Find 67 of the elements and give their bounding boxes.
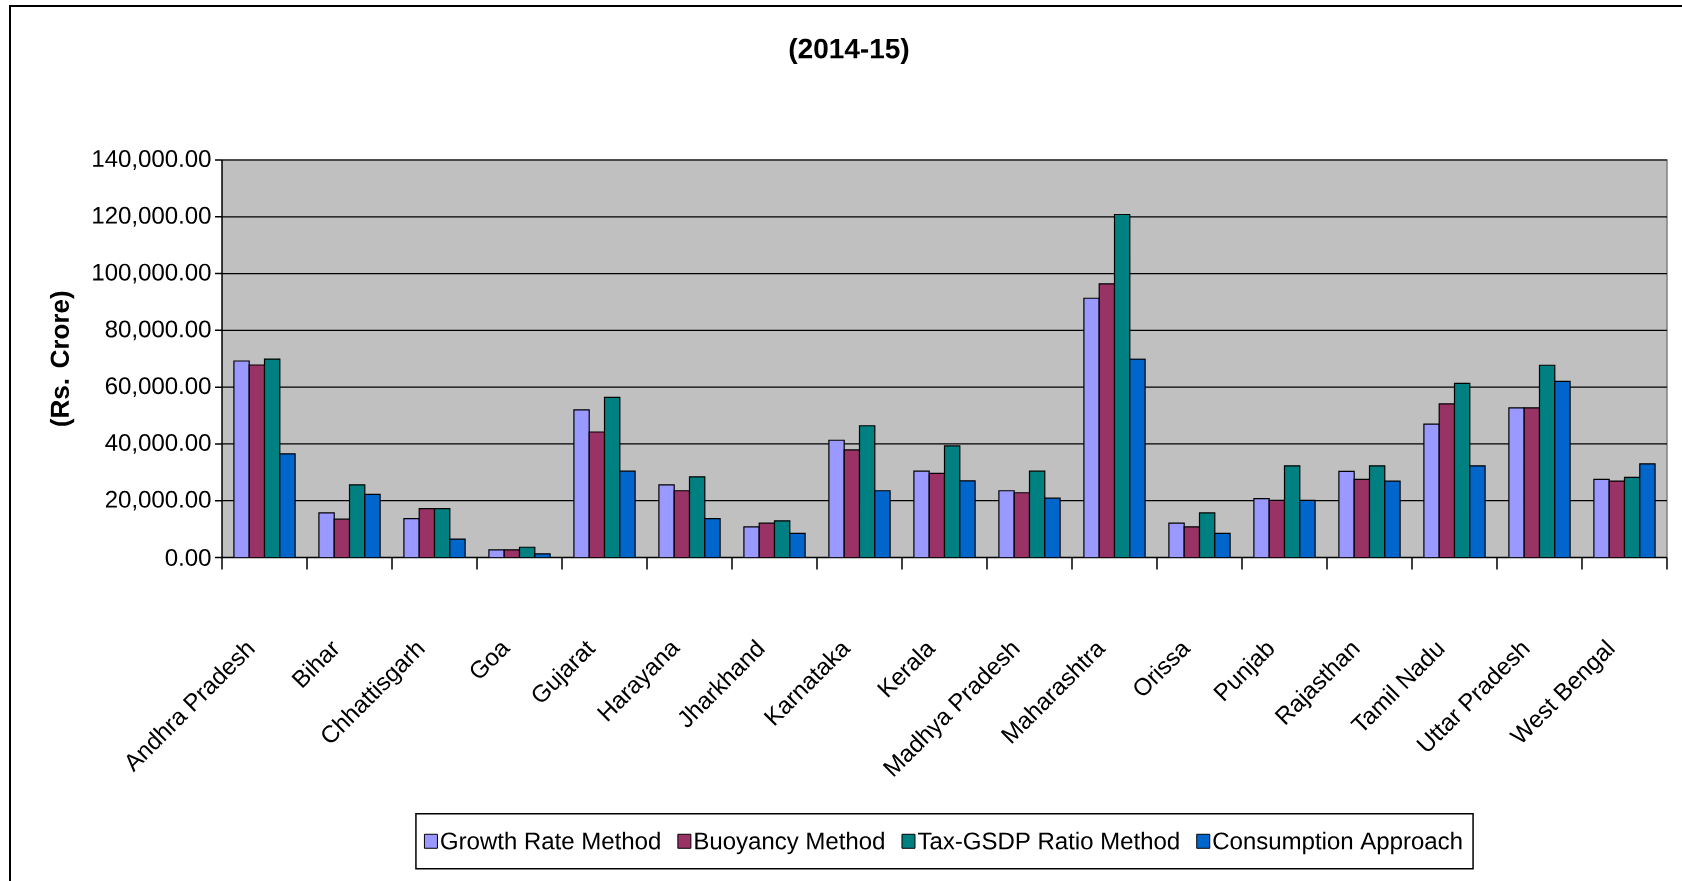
bar xyxy=(658,484,675,558)
bar xyxy=(1368,465,1386,558)
bar xyxy=(1384,480,1401,558)
bar xyxy=(1299,499,1316,558)
bar xyxy=(279,453,296,558)
bar xyxy=(603,396,621,558)
y-tick-label: 140,000.00 xyxy=(93,150,211,170)
bar xyxy=(928,472,946,558)
bar xyxy=(248,364,266,558)
bar xyxy=(1623,476,1641,558)
bar xyxy=(1268,499,1286,558)
x-tick-label: Goa xyxy=(470,643,511,678)
bar xyxy=(1253,498,1270,558)
bar xyxy=(688,476,706,558)
bar xyxy=(1283,465,1301,558)
bar xyxy=(1098,283,1116,558)
y-tick-label: 100,000.00 xyxy=(93,263,211,284)
bar xyxy=(743,526,760,558)
bar xyxy=(348,484,366,558)
bar xyxy=(1183,526,1201,558)
bar xyxy=(828,439,845,558)
bar xyxy=(1113,213,1131,558)
bar xyxy=(1423,423,1440,558)
y-axis-title: (Rs. Crore) xyxy=(49,291,75,426)
bar xyxy=(1353,478,1371,558)
bar xyxy=(959,480,976,558)
bar xyxy=(1538,364,1556,558)
y-tick-label: 0.00 xyxy=(165,549,211,566)
bar xyxy=(998,490,1015,558)
bar xyxy=(913,470,930,558)
bar xyxy=(263,358,281,558)
y-tick-label: 20,000.00 xyxy=(105,490,211,511)
legend-label: Consumption Approach xyxy=(1213,831,1462,855)
bar xyxy=(1453,382,1471,558)
legend-label: Growth Rate Method xyxy=(441,831,660,850)
bar xyxy=(1338,470,1355,558)
bar xyxy=(433,508,451,558)
legend-label: Buoyancy Method xyxy=(695,831,884,855)
bar xyxy=(364,493,381,558)
bar xyxy=(573,409,590,558)
bar xyxy=(1013,492,1031,558)
bar xyxy=(1129,358,1146,558)
bar xyxy=(1438,403,1456,558)
bar xyxy=(418,508,436,558)
bar xyxy=(673,490,691,558)
bar xyxy=(1083,297,1100,558)
legend-label: Tax-GSDP Ratio Method xyxy=(918,831,1179,850)
bar xyxy=(588,431,606,558)
y-tick-label: 120,000.00 xyxy=(93,206,211,227)
bar xyxy=(874,490,891,558)
bar xyxy=(619,470,636,558)
bar xyxy=(1639,463,1656,558)
bar xyxy=(943,445,961,558)
bar xyxy=(858,425,876,558)
bar xyxy=(1508,407,1525,558)
bar xyxy=(1593,478,1610,558)
bar xyxy=(1523,407,1541,558)
bar xyxy=(843,449,861,558)
bar xyxy=(1028,470,1046,558)
bar xyxy=(1469,465,1486,558)
bar xyxy=(233,360,250,558)
y-tick-label: 80,000.00 xyxy=(105,320,211,341)
bar xyxy=(1608,480,1626,558)
y-tick-label: 60,000.00 xyxy=(105,377,211,398)
chart-title: (2014-15) xyxy=(789,37,909,65)
y-tick-label: 40,000.00 xyxy=(105,434,211,454)
bar xyxy=(1554,380,1571,558)
